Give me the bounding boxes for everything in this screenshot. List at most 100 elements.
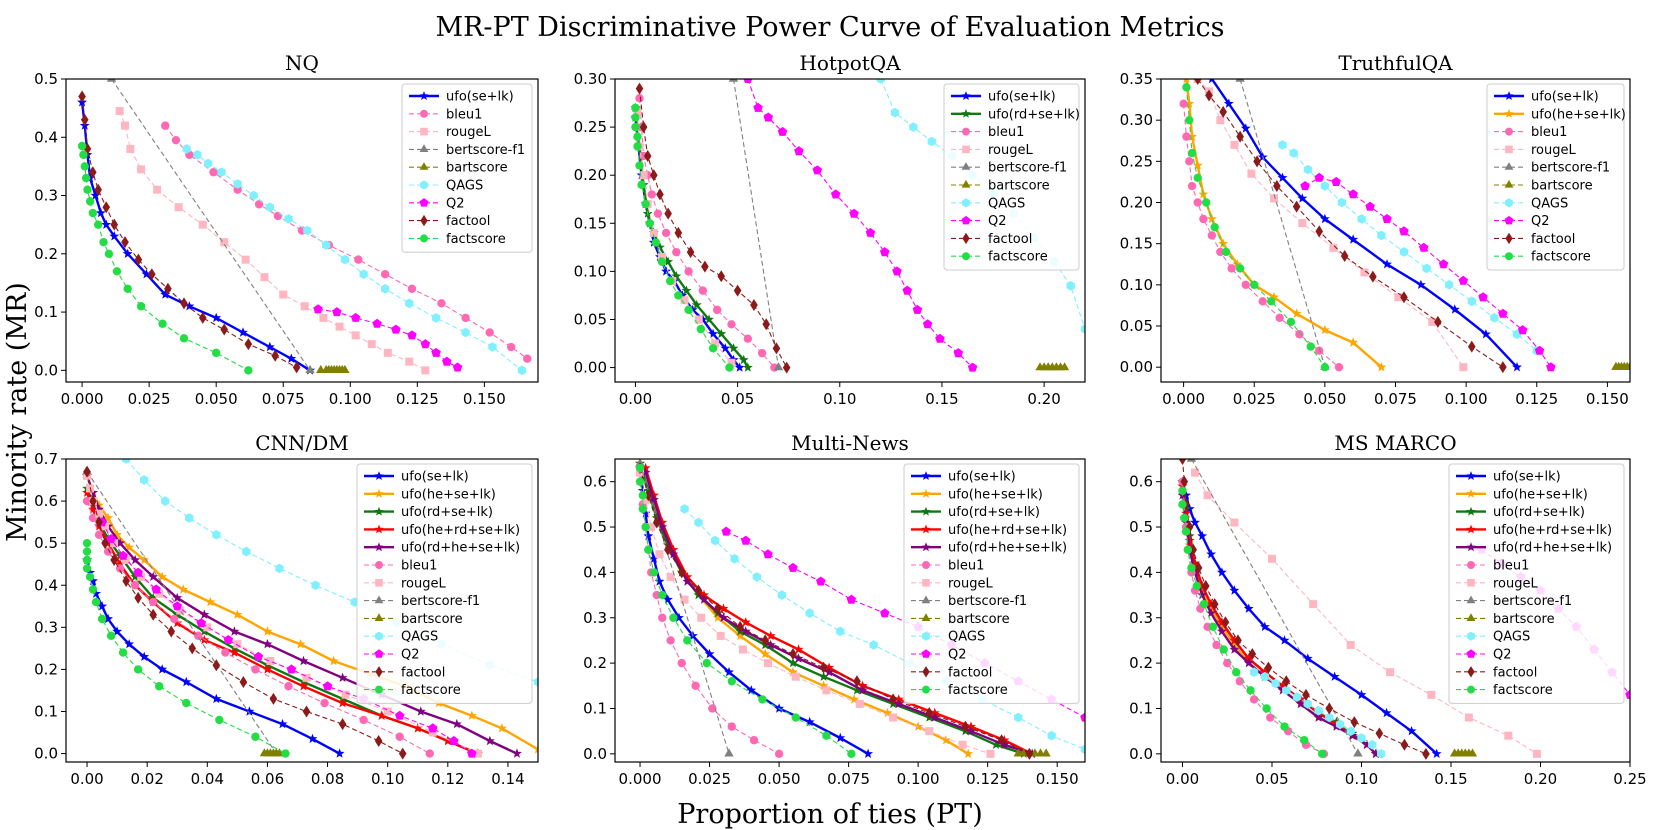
data-point <box>157 571 168 581</box>
subplot-grid: NQ0.000 0.025 0.050 0.075 0.100 0.125 0.1500.0… <box>34 51 1647 788</box>
data-point <box>830 189 841 199</box>
data-point <box>643 530 654 541</box>
y-tick-label: 0.35 <box>1120 70 1153 88</box>
data-point <box>374 734 383 747</box>
data-point <box>925 707 934 720</box>
data-point <box>635 463 645 473</box>
legend-marker <box>921 595 931 604</box>
data-point <box>1262 704 1271 713</box>
data-point <box>1219 645 1228 654</box>
data-point <box>1279 635 1290 645</box>
y-tick-label: 0.4 <box>1129 563 1153 581</box>
y-tick-label: 0.1 <box>1129 699 1153 717</box>
data-point <box>407 330 417 340</box>
data-point <box>112 626 123 636</box>
data-point <box>284 214 293 224</box>
legend-label: ufo(he+se+lk) <box>948 487 1043 502</box>
data-point <box>1202 198 1211 207</box>
legend-entry: ufo(rd+he+se+lk) <box>911 541 1067 556</box>
data-point <box>139 554 150 565</box>
data-point <box>452 362 463 372</box>
data-point <box>99 237 108 247</box>
data-point <box>684 305 693 315</box>
series-bleu1 <box>1179 99 1344 372</box>
legend-marker <box>1504 162 1514 170</box>
data-point <box>233 185 242 194</box>
legend-marker <box>921 471 931 480</box>
data-point <box>83 185 92 194</box>
legend-marker <box>1505 198 1513 208</box>
series-line <box>186 148 523 371</box>
series-line <box>86 471 277 754</box>
legend-label: ufo(he+rd+se+lk) <box>948 523 1067 538</box>
data-point <box>686 246 695 259</box>
legend: ufo(se+lk) ufo(he+se+lk) ufo(rd+se+lk) ufo(… <box>1448 463 1625 704</box>
data-point <box>735 630 746 641</box>
data-point <box>1219 105 1227 118</box>
x-tick-label: 0.04 <box>191 770 224 788</box>
data-point <box>761 634 769 647</box>
data-point <box>902 285 912 295</box>
legend-marker <box>922 561 930 569</box>
x-tick-label: 0.050 <box>1303 390 1346 408</box>
data-point <box>286 664 297 674</box>
data-point <box>461 313 470 323</box>
data-point <box>665 276 675 286</box>
data-point <box>425 749 434 758</box>
data-point <box>273 211 283 221</box>
data-point <box>431 347 441 357</box>
data-point <box>300 302 309 311</box>
y-tick-label: 0.1 <box>34 303 58 321</box>
data-point <box>674 612 684 622</box>
data-point <box>684 267 693 276</box>
x-tick-label: 0.025 <box>128 390 171 408</box>
data-point <box>652 516 661 529</box>
data-point <box>405 357 414 366</box>
legend-label: rougeL <box>446 125 492 140</box>
series-line <box>1181 459 1427 755</box>
data-point <box>319 313 328 322</box>
legend-entry: bartscore <box>1456 612 1555 627</box>
legend-entry: factscore <box>364 683 461 698</box>
data-point <box>85 567 95 577</box>
legend-marker <box>375 666 383 678</box>
legend-label: factool <box>1493 665 1537 680</box>
data-point <box>405 298 414 309</box>
legend-marker <box>1466 595 1476 604</box>
series-factool <box>635 82 791 374</box>
data-point <box>822 686 831 695</box>
legend-entry: bertscore-f1 <box>1456 594 1572 609</box>
data-point <box>763 659 772 668</box>
data-point <box>654 576 665 586</box>
data-point <box>242 546 251 557</box>
data-point <box>788 667 798 677</box>
data-point <box>1190 517 1200 527</box>
data-point <box>262 639 273 649</box>
y-tick-label: 0.7 <box>34 450 58 468</box>
data-point <box>812 165 823 175</box>
data-point <box>645 219 654 228</box>
series-rougel <box>1191 468 1541 758</box>
data-point <box>1346 726 1355 736</box>
legend-entry: rougeL <box>951 143 1034 158</box>
data-point <box>727 722 737 731</box>
legend-label: bleu1 <box>948 559 984 574</box>
legend-marker <box>1466 471 1476 480</box>
legend-entry: bartscore <box>409 161 508 176</box>
data-point <box>704 648 715 659</box>
data-point <box>1180 513 1189 523</box>
y-axis-ticks: 0.0 0.1 0.2 0.3 0.4 0.5 0.6 0.7 <box>34 450 66 763</box>
data-point <box>1297 193 1308 203</box>
data-point <box>322 681 333 691</box>
data-point <box>1400 738 1409 751</box>
legend-label: ufo(rd+he+se+lk) <box>1493 541 1612 556</box>
data-point <box>215 715 224 725</box>
y-tick-label: 0.1 <box>583 699 607 717</box>
y-tick-label: 0.3 <box>583 609 607 627</box>
data-point <box>762 318 771 331</box>
y-axis-ticks: 0.0 0.1 0.2 0.3 0.4 0.5 0.6 <box>583 473 615 763</box>
data-point <box>1066 281 1075 291</box>
data-point <box>1273 180 1281 193</box>
x-tick-label: 0.100 <box>1445 390 1488 408</box>
data-point <box>1347 730 1358 740</box>
